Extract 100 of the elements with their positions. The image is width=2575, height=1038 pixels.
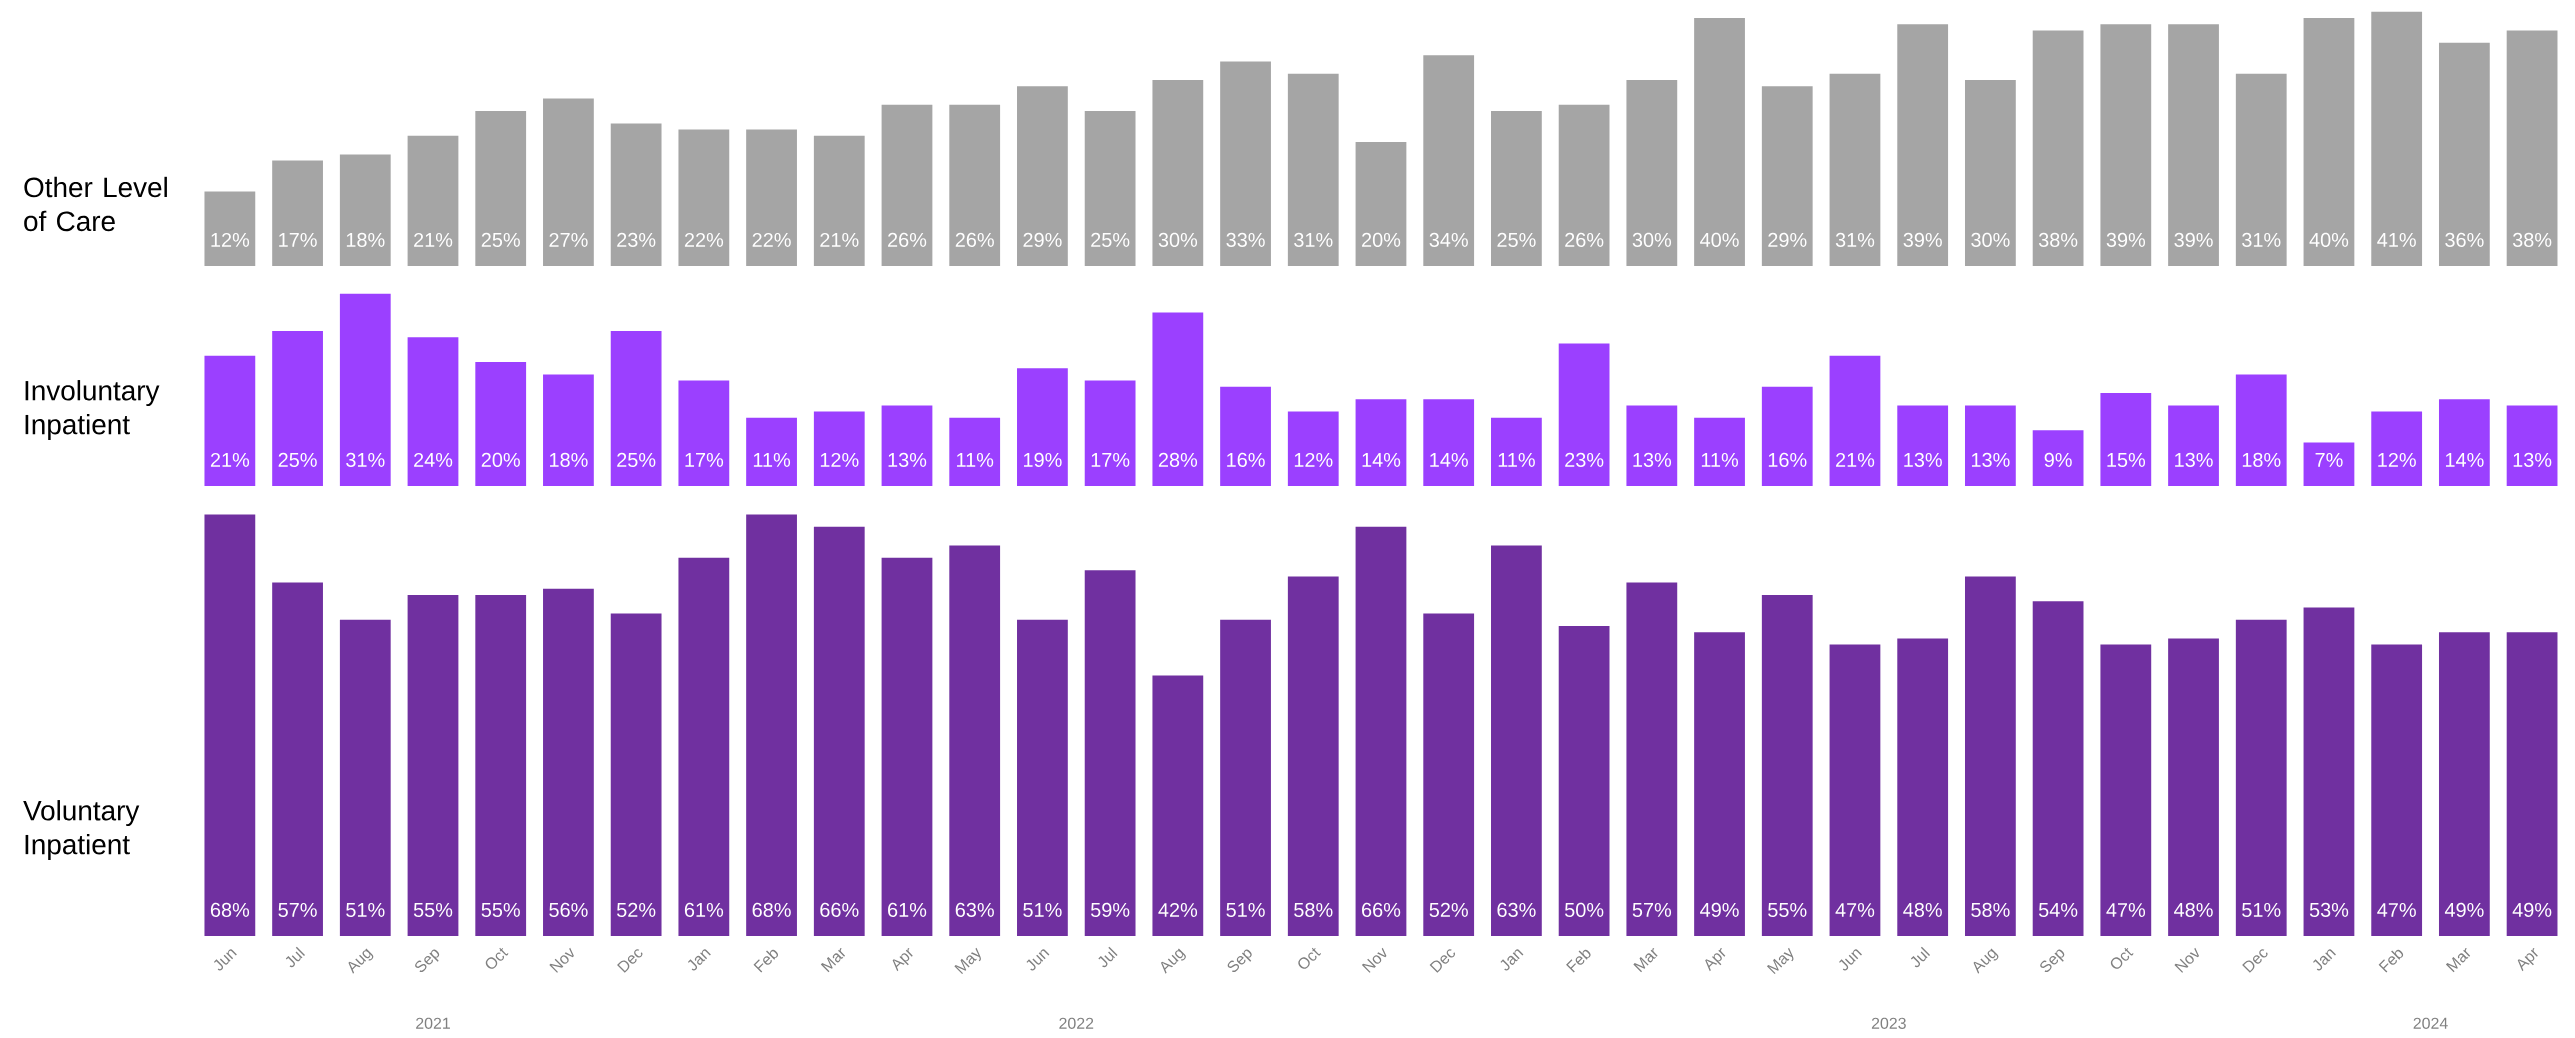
bar <box>678 380 730 486</box>
data-label: 55% <box>413 902 453 917</box>
x-tick-label: Jun <box>213 949 237 971</box>
data-label: 61% <box>684 902 724 917</box>
data-label: 47% <box>1835 903 1875 917</box>
bar <box>272 582 323 936</box>
x-tick-label: Sep <box>1227 949 1252 973</box>
bar <box>2506 405 2558 486</box>
data-label: 23% <box>1565 452 1604 467</box>
data-label: 12% <box>1294 452 1333 467</box>
data-label: 20% <box>481 452 520 467</box>
data-label: 18% <box>550 452 588 467</box>
bar <box>1220 386 1271 486</box>
data-label: 66% <box>1362 902 1401 917</box>
data-label: 20% <box>1362 232 1401 247</box>
data-label: 54% <box>2038 902 2078 917</box>
data-label: 52% <box>617 902 656 917</box>
x-tick-label: Aug <box>348 948 374 974</box>
bar <box>475 110 527 266</box>
bar <box>475 595 527 936</box>
x-tick-label: Jan <box>687 949 711 971</box>
bar <box>678 557 730 936</box>
x-tick-label: Mar <box>820 947 846 973</box>
bar <box>1017 619 1068 936</box>
bar <box>2168 24 2219 266</box>
bar <box>1084 380 1136 486</box>
data-label: 30% <box>1158 232 1198 247</box>
data-label: 49% <box>1700 902 1739 917</box>
data-label: 21% <box>1836 452 1875 467</box>
data-label: 55% <box>481 902 520 917</box>
x-tick-label: May <box>954 947 981 975</box>
bar <box>1355 141 1407 266</box>
bar <box>678 129 730 266</box>
bar <box>2371 11 2423 266</box>
data-label: 14% <box>1362 452 1401 467</box>
x-tick-label: Oct <box>485 947 509 969</box>
data-label: 16% <box>1227 452 1265 467</box>
bar <box>339 619 391 936</box>
data-label: 40% <box>2309 232 2349 247</box>
data-label: 14% <box>2445 452 2484 467</box>
data-label: 50% <box>1564 902 1604 917</box>
bar <box>881 104 933 266</box>
data-label: 58% <box>1971 902 2010 917</box>
x-tick-label: Dec <box>2242 949 2268 973</box>
data-label: 53% <box>2309 902 2349 917</box>
bar <box>610 613 662 936</box>
bar <box>1355 399 1407 486</box>
data-label: 17% <box>1091 452 1130 467</box>
bar <box>1761 595 1813 936</box>
data-label: 36% <box>2445 232 2484 247</box>
bar <box>1761 86 1813 266</box>
x-tick-label: Apr <box>2517 947 2538 972</box>
data-label: 56% <box>549 902 588 917</box>
x-tick-label: Feb <box>1566 949 1591 973</box>
data-label: 25% <box>481 232 520 247</box>
bar <box>949 417 1001 486</box>
x-tick-label: Jul <box>1098 946 1118 968</box>
data-label: 39% <box>1903 232 1942 247</box>
bar <box>813 411 865 486</box>
x-tick-label: Jan <box>1500 949 1524 971</box>
data-label: 63% <box>955 902 994 917</box>
bar <box>1558 343 1610 486</box>
x-tick-label: Jun <box>1839 949 1862 971</box>
data-label: 34% <box>1429 232 1468 247</box>
bar <box>272 330 323 486</box>
data-label: 13% <box>1633 452 1672 467</box>
data-label: 29% <box>1768 232 1807 247</box>
data-label: 16% <box>1768 452 1807 467</box>
bar <box>407 595 459 936</box>
bar <box>1558 626 1610 936</box>
data-label: 25% <box>1091 232 1130 247</box>
bar <box>204 355 256 486</box>
x-tick-label: Dec <box>1429 949 1456 973</box>
bar <box>204 514 256 936</box>
data-label: 13% <box>888 452 927 467</box>
data-label: 25% <box>278 452 317 467</box>
data-label: 7% <box>2315 452 2343 467</box>
data-label: 39% <box>2106 232 2146 247</box>
x-tick-label: May <box>1766 947 1794 975</box>
data-label: 26% <box>955 232 994 247</box>
bar <box>1220 619 1271 936</box>
bar <box>2100 644 2152 936</box>
x-tick-label: Jul <box>1910 946 1931 968</box>
bar <box>1423 55 1475 266</box>
text: 2023 <box>1871 1017 1906 1029</box>
data-label: 51% <box>1226 902 1265 917</box>
bar <box>2100 24 2152 266</box>
bar <box>1152 79 1204 266</box>
data-label: 31% <box>1835 232 1875 247</box>
x-tick-label: Nov <box>1361 947 1387 973</box>
bar <box>949 545 1001 936</box>
data-label: 51% <box>346 902 385 917</box>
data-label: 28% <box>1158 452 1198 467</box>
bar <box>2235 374 2287 486</box>
data-label: 12% <box>211 232 250 247</box>
data-label: 29% <box>1023 232 1062 247</box>
data-label: 41% <box>2377 232 2416 247</box>
data-label: 68% <box>210 902 250 917</box>
bar <box>2303 17 2355 266</box>
data-label: 38% <box>2512 232 2552 247</box>
